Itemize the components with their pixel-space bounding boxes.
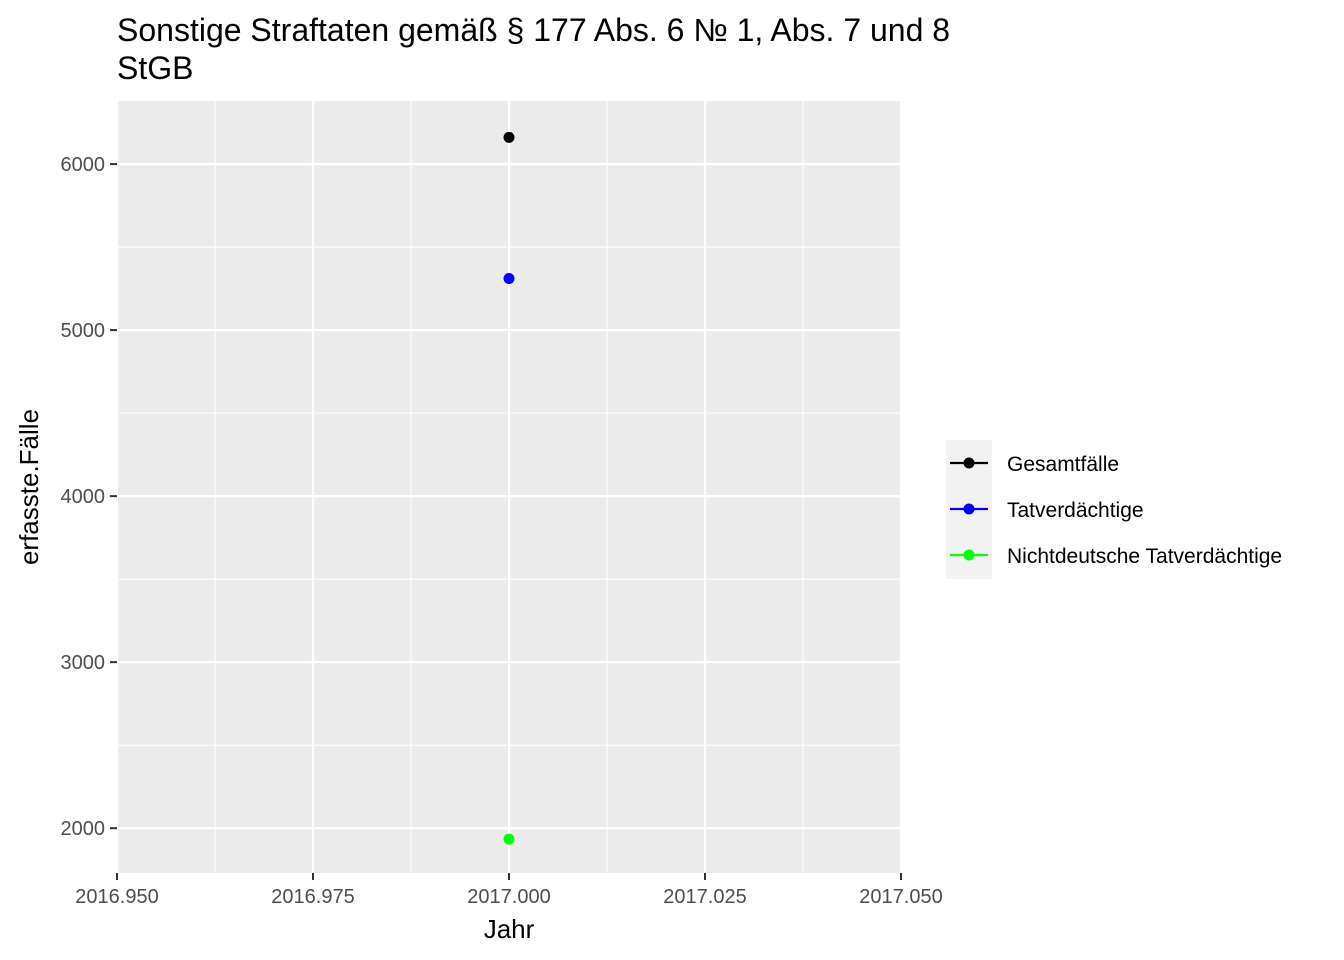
y-axis-title: erfasste.Fälle [14, 409, 44, 565]
chart-title-line-1: Sonstige Straftaten gemäß § 177 Abs. 6 №… [117, 12, 950, 48]
y-tick-label: 5000 [61, 320, 106, 342]
legend-label: Nichtdeutsche Tatverdächtige [1007, 545, 1282, 568]
y-tick-label: 3000 [61, 652, 106, 674]
legend: Gesamtfälle Tatverdächtige Nichtdeutsche T… [946, 440, 1282, 579]
x-tick-label: 2017.025 [663, 886, 746, 908]
x-tick-label: 2017.050 [859, 886, 942, 908]
x-axis-title: Jahr [484, 914, 535, 944]
y-tick-label: 4000 [61, 486, 106, 508]
x-tick-label: 2016.950 [75, 886, 158, 908]
chart-title: Sonstige Straftaten gemäß § 177 Abs. 6 №… [117, 12, 950, 86]
grid-major [115, 101, 903, 873]
x-tick-label: 2016.975 [271, 886, 354, 908]
legend-key-point [963, 549, 975, 561]
data-points [503, 131, 515, 845]
y-tick-label: 6000 [61, 154, 106, 176]
data-point [503, 833, 515, 845]
legend-key-point [963, 503, 975, 515]
legend-key-point [963, 457, 975, 469]
y-tick-label: 2000 [61, 818, 106, 840]
legend-label: Tatverdächtige [1007, 499, 1144, 522]
x-tick-label: 2017.000 [467, 886, 550, 908]
x-axis: 2016.950 2016.975 2017.000 2017.025 2017.050 [75, 873, 943, 908]
legend-label: Gesamtfälle [1007, 453, 1119, 476]
data-point [503, 272, 515, 284]
chart-title-line-2: StGB [117, 50, 193, 86]
data-point [503, 131, 515, 143]
y-axis: 2000 3000 4000 5000 6000 [61, 154, 117, 840]
